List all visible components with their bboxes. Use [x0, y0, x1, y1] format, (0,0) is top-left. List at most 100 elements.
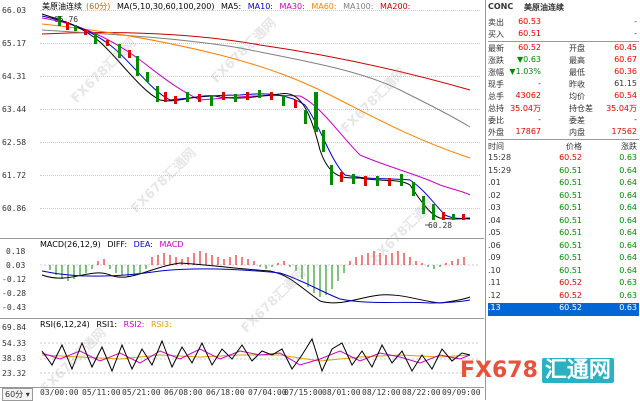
ma200-line	[41, 31, 471, 91]
tick-price: 60.51	[559, 203, 582, 212]
candlestick-chart[interactable]	[0, 0, 484, 262]
price-tick: 61.72	[2, 171, 27, 180]
ticks-header-price: 价格	[566, 142, 582, 151]
macd-spec: MACD(26,12,9)	[40, 240, 101, 249]
tick-row[interactable]: .06 60.51 0.64	[488, 241, 639, 254]
brand-banner-right: 汇通网	[541, 358, 614, 383]
tick-row-selected[interactable]: .13 60.52 0.63	[488, 303, 639, 316]
tick-price: 60.51	[559, 253, 582, 262]
tick-row[interactable]: .03 60.51 0.64	[488, 203, 639, 216]
price-tick: 65.17	[2, 39, 27, 48]
quote-row: 涨幅 ▼1.03% 最低 60.36	[488, 67, 639, 79]
price-tick: 62.58	[2, 138, 27, 147]
ratio-label: 委比	[488, 116, 504, 125]
tick-time: .04	[488, 216, 501, 225]
macd-dea-line	[41, 268, 471, 304]
macd-chart[interactable]	[0, 245, 484, 315]
rsi-chart[interactable]	[0, 325, 484, 387]
tick-change: 0.64	[619, 228, 637, 237]
macd-legend: MACD(26,12,9) DIFF: DEA: MACD	[40, 240, 187, 249]
price-tick: 60.86	[2, 204, 27, 213]
ma100-legend: MA100:	[343, 2, 374, 11]
rsi-tick: 54.33	[2, 339, 27, 348]
tick-change: 0.64	[619, 166, 637, 175]
rsi1-line	[41, 337, 471, 373]
inner-label: 内盘	[569, 128, 585, 137]
time-tick: 07/15:00	[284, 388, 323, 397]
rsi-tick: 38.83	[2, 354, 27, 363]
time-tick: 08/01:00	[322, 388, 361, 397]
tick-row[interactable]: 15:28 60.52 0.63	[488, 153, 639, 166]
tick-price: 60.51	[559, 166, 582, 175]
tick-row[interactable]: .04 60.51 0.64	[488, 216, 639, 229]
tick-row[interactable]: .09 60.51 0.64	[488, 253, 639, 266]
low-marker: 60.28	[428, 221, 453, 230]
sell-volume: -	[634, 17, 637, 26]
quote-row: 现手 - 昨收 61.15	[488, 79, 639, 91]
panel-separator	[0, 238, 484, 239]
tick-row[interactable]: 15:29 60.51 0.64	[488, 166, 639, 179]
tick-row[interactable]: .01 60.51 0.64	[488, 178, 639, 191]
panel-separator	[0, 387, 484, 388]
time-tick: 03/00:00	[40, 388, 79, 397]
gridline	[40, 142, 480, 143]
tick-change: 0.63	[619, 303, 637, 312]
ticks-header: 时间 价格 涨跌	[488, 141, 639, 154]
macd-macd-label: MACD	[159, 240, 184, 249]
tick-time: .12	[488, 291, 501, 300]
price-tick: 66.03	[2, 6, 27, 15]
period-dropdown[interactable]: 60分 ▾	[2, 388, 33, 401]
quote-row: 外盘 17867 内盘 17562	[488, 127, 639, 140]
ma10-legend: MA10:	[247, 2, 273, 11]
brand-banner-left: FX678	[460, 358, 538, 383]
diff-value: -	[634, 115, 637, 124]
tick-row[interactable]: .10 60.51 0.64	[488, 266, 639, 279]
quote-panel: CONC 美原油连续 卖出 60.53 - 买入 60.51 - 最新 60.5…	[485, 0, 640, 400]
tick-change: 0.64	[619, 266, 637, 275]
tick-price: 60.51	[559, 191, 582, 200]
macd-tick: 0.18	[6, 247, 26, 256]
period-dropdown-value: 60分	[5, 390, 24, 399]
ma60-legend: MA60:	[311, 2, 337, 11]
rsi1-label: RSI1:	[96, 320, 118, 329]
last-price: 60.52	[518, 43, 541, 52]
buy-volume: -	[634, 29, 637, 38]
macd-diff-label: DIFF:	[107, 240, 128, 249]
period-label: (60分)	[86, 2, 111, 11]
tick-price: 60.51	[559, 241, 582, 250]
quote-row: 总持 35.04万 持仓差 35.04万	[488, 103, 639, 115]
ma60-line	[41, 23, 471, 159]
change-label: 涨跌	[488, 56, 504, 65]
macd-dea-label: DEA:	[133, 240, 153, 249]
time-tick: 06/08:00	[164, 388, 203, 397]
time-tick: 05/11:00	[82, 388, 121, 397]
time-tick: 09/09:00	[442, 388, 481, 397]
high-label: 最高	[569, 56, 585, 65]
rsi2-line	[41, 348, 471, 366]
price-tick: 63.44	[2, 105, 27, 114]
tick-time: .03	[488, 203, 501, 212]
symbol: CONC	[488, 2, 514, 11]
tick-row[interactable]: .12 60.52 0.63	[488, 291, 639, 304]
tick-change: 0.63	[619, 153, 637, 162]
tick-row[interactable]: .05 60.51 0.64	[488, 228, 639, 241]
tick-price: 60.52	[559, 153, 582, 162]
tick-time: .11	[488, 278, 501, 287]
tick-change: 0.63	[619, 278, 637, 287]
tick-time: .06	[488, 241, 501, 250]
rsi2-label: RSI2:	[123, 320, 145, 329]
buy-price: 60.51	[518, 29, 541, 38]
tick-time: .09	[488, 253, 501, 262]
tick-time: .02	[488, 191, 501, 200]
quote-row: 委比 - 委差 -	[488, 115, 639, 127]
chart-area[interactable]: 66.03 65.17 64.31 63.44 62.58 61.72 60.8…	[0, 0, 484, 401]
tick-row[interactable]: .02 60.51 0.64	[488, 191, 639, 204]
sell-row: 卖出 60.53 -	[488, 17, 639, 29]
tick-change: 0.64	[619, 178, 637, 187]
open-interest-label: 总持	[488, 104, 504, 113]
ma200-legend: MA200:	[380, 2, 411, 11]
macd-diff-line	[41, 262, 471, 304]
tick-row[interactable]: .11 60.52 0.63	[488, 278, 639, 291]
quote-row: 最新 60.52 开盘 60.45	[488, 43, 639, 55]
ticks-header-time: 时间	[488, 142, 504, 151]
